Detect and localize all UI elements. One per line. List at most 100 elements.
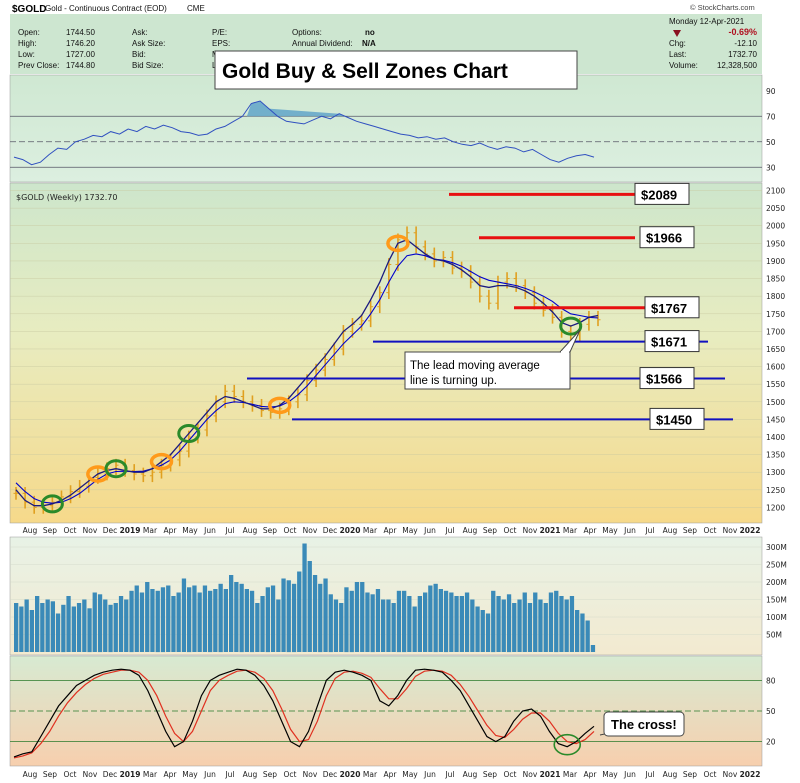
title-box [214, 50, 578, 90]
volume-bar [312, 575, 318, 652]
x-tick-label: Nov [83, 770, 98, 779]
volume-bar [370, 594, 375, 653]
price-ytick: 1200 [766, 503, 785, 512]
volume-bar [61, 604, 66, 653]
volume-bar [501, 599, 506, 652]
volume-bar [218, 583, 223, 653]
volume-bar [229, 575, 234, 652]
x-tick-label: Aug [463, 770, 478, 779]
x-tick-label: May [602, 526, 618, 535]
field-low-value: 1727.00 [66, 50, 95, 59]
volume-bar [491, 590, 496, 653]
x-tick-label: Mar [363, 526, 378, 535]
price-ytick: 1500 [766, 398, 785, 407]
volume-bar [66, 596, 71, 652]
x-tick-label: 2022 [740, 770, 761, 779]
field-low-label: Low: [18, 50, 35, 59]
x-tick-label: Apr [384, 770, 398, 779]
volume-bar [213, 589, 218, 652]
volume-bar [365, 592, 370, 652]
note-box [404, 351, 571, 390]
volume-bar [255, 603, 260, 652]
x-tick-label: 2019 [120, 770, 141, 779]
price-ytick: 2100 [766, 187, 785, 196]
buy-zone-circle [40, 494, 64, 514]
volume-bar [517, 599, 522, 652]
volume-bar [50, 601, 55, 653]
stoch-k-line [13, 668, 595, 758]
buy-zone-circle [177, 423, 201, 443]
field-open-label: Open: [18, 28, 40, 37]
field-volume-label: Volume: [669, 61, 698, 70]
volume-bar [527, 603, 533, 652]
price-layer: 2100 2050 2000 1950 1900 1850 1800 1750 1700 1650… [10, 182, 785, 514]
volume-bar [559, 596, 564, 652]
note-line-1: The lead moving average [410, 360, 540, 372]
volume-bar [145, 582, 150, 652]
x-tick-label: Jul [224, 770, 234, 779]
x-tick-label: Nov [83, 526, 98, 535]
level-label-box [639, 226, 695, 249]
header-date: Monday 12-Apr-2021 [669, 17, 745, 26]
x-tick-label: Nov [523, 770, 538, 779]
volume-bar [134, 585, 139, 652]
volume-bar [281, 578, 286, 652]
field-options-label: Options: [292, 28, 322, 37]
note-pointer-mask [561, 351, 569, 354]
field-high-value: 1746.20 [66, 39, 95, 48]
x-tick-label: 2020 [340, 770, 361, 779]
watermark: © StockCharts.com [690, 3, 755, 12]
x-tick-label: May [602, 770, 618, 779]
volume-bar [454, 596, 459, 652]
volume-bar [339, 603, 344, 652]
x-tick-label: Sep [263, 770, 277, 779]
buy-zone-circle [559, 316, 583, 336]
price-x-axis: Aug Sep Oct Nov Dec 2019 Mar Apr May Jun Jul Aug Sep… [23, 526, 761, 535]
header-exchange: CME [187, 4, 205, 13]
volume-bar [344, 587, 349, 653]
volume-bar [554, 590, 559, 653]
price-ytick: 1900 [766, 257, 785, 266]
header-symbol: $GOLD [12, 4, 46, 15]
x-tick-label: Mar [363, 770, 378, 779]
volume-bar [360, 582, 365, 652]
stoch-ytick: 80 [766, 676, 776, 685]
volume-bar [76, 603, 82, 652]
volume-bar [24, 599, 29, 652]
volume-bar [270, 585, 276, 652]
x-tick-label: Mar [143, 526, 158, 535]
volume-bar [318, 583, 323, 653]
volume-bar [40, 603, 45, 652]
x-tick-label: Nov [723, 526, 738, 535]
volume-bar [155, 590, 160, 653]
level-label-box [634, 182, 690, 205]
rsi-overbought-fill [246, 101, 344, 117]
x-tick-label: Jul [444, 526, 454, 535]
field-dividend-value: N/A [362, 39, 376, 48]
volume-bar [234, 582, 239, 652]
price-ytick: 1750 [766, 310, 785, 319]
rsi-ytick: 90 [766, 87, 776, 96]
volume-bar [103, 599, 108, 652]
stoch-ytick: 20 [766, 738, 776, 747]
level-label: $2089 [641, 187, 677, 202]
level-label: $1450 [656, 412, 692, 427]
volume-bar [223, 589, 228, 652]
volume-bar [533, 592, 538, 652]
level-label-box [644, 296, 700, 319]
x-tick-label: Oct [704, 526, 717, 535]
x-tick-label: 2022 [740, 526, 761, 535]
volume-bar [97, 594, 103, 653]
volume-bar [302, 543, 307, 652]
x-tick-label: 2021 [540, 770, 561, 779]
bottom-x-axis: Aug Sep Oct Nov Dec 2019 Mar Apr May Jun Jul Aug Sep… [23, 770, 761, 779]
x-tick-label: Oct [704, 770, 717, 779]
x-tick-label: Apr [164, 526, 178, 535]
x-tick-label: Jun [623, 526, 636, 535]
volume-bar [391, 603, 396, 652]
x-tick-label: 2021 [540, 526, 561, 535]
volume-layer: 300M 250M 200M 150M 100M 50M [10, 543, 787, 653]
x-tick-label: May [182, 770, 198, 779]
volume-bar [323, 578, 328, 652]
